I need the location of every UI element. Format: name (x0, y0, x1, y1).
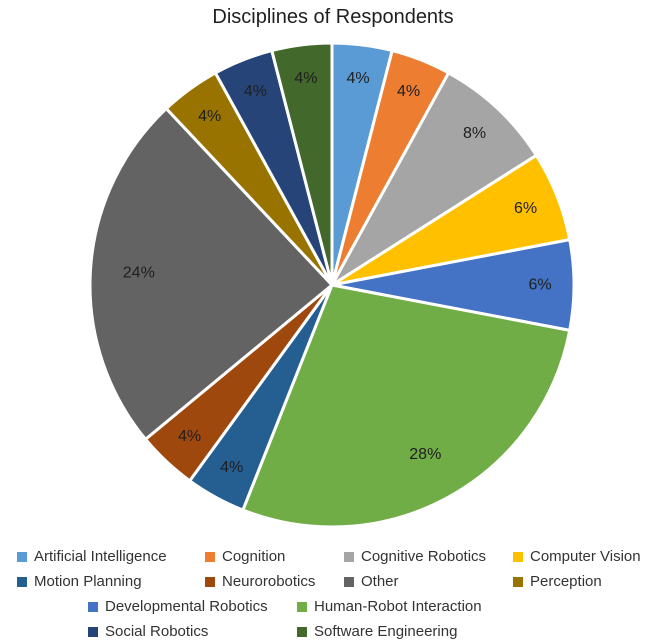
legend-label: Social Robotics (105, 623, 209, 640)
legend-swatch (344, 576, 354, 587)
data-label-software-engineering: 4% (294, 70, 317, 87)
legend-label: Other (361, 573, 399, 590)
legend-label: Developmental Robotics (105, 598, 268, 615)
legend-label: Motion Planning (34, 573, 142, 590)
legend-swatch (88, 626, 98, 637)
legend-label: Software Engineering (314, 623, 458, 640)
chart-title: Disciplines of Respondents (212, 6, 454, 28)
legend-row: Social Robotics Software Engineering (0, 619, 666, 644)
legend-swatch (513, 576, 523, 587)
legend-row: Artificial Intelligence Cognition Cognitiv… (0, 544, 666, 569)
legend: Artificial Intelligence Cognition Cognitiv… (0, 544, 666, 644)
legend-swatch (344, 551, 354, 562)
legend-item-cognitive-robotics: Cognitive Robotics (344, 548, 486, 565)
legend-label: Cognitive Robotics (361, 548, 487, 565)
data-label-motion-planning: 4% (220, 459, 243, 476)
legend-label: Perception (530, 573, 602, 590)
legend-label: Neurorobotics (222, 573, 316, 590)
legend-label: Computer Vision (530, 548, 641, 565)
data-label-other: 24% (123, 264, 155, 281)
pie-slice-cognitive-robotics (330, 71, 538, 287)
legend-item-artificial-intelligence: Artificial Intelligence (17, 548, 167, 565)
data-label-perception: 4% (198, 108, 221, 125)
legend-item-developmental-robotics: Developmental Robotics (88, 598, 268, 615)
pie-chart: 4% 4% 8% 6% 6% 28% 4% 4% 24% 4% 4% 4% (88, 41, 576, 529)
pie-slice-other (88, 107, 334, 441)
legend-item-cognition: Cognition (205, 548, 285, 565)
legend-item-social-robotics: Social Robotics (88, 623, 208, 640)
data-label-developmental-robotics: 6% (529, 277, 552, 294)
legend-label: Cognition (222, 548, 286, 565)
data-label-neurorobotics: 4% (178, 428, 201, 445)
data-label-social-robotics: 4% (244, 83, 267, 100)
data-label-artificial-intelligence: 4% (347, 70, 370, 87)
legend-item-motion-planning: Motion Planning (17, 573, 142, 590)
legend-label: Human-Robot Interaction (314, 598, 482, 615)
legend-swatch (17, 551, 27, 562)
legend-item-software-engineering: Software Engineering (297, 623, 457, 640)
legend-swatch (205, 576, 215, 587)
legend-item-human-robot-interaction: Human-Robot Interaction (297, 598, 482, 615)
legend-label: Artificial Intelligence (34, 548, 167, 565)
data-label-human-robot-interaction: 28% (409, 446, 441, 463)
legend-swatch (297, 601, 307, 612)
legend-item-other: Other (344, 573, 399, 590)
pie-slice-software-engineering (270, 41, 334, 287)
data-label-computer-vision: 6% (514, 200, 537, 217)
legend-item-perception: Perception (513, 573, 602, 590)
legend-row: Motion Planning Neurorobotics Other Percept… (0, 569, 666, 594)
legend-item-computer-vision: Computer Vision (513, 548, 641, 565)
legend-swatch (88, 601, 98, 612)
legend-swatch (205, 551, 215, 562)
legend-swatch (297, 626, 307, 637)
legend-item-neurorobotics: Neurorobotics (205, 573, 315, 590)
legend-row: Developmental Robotics Human-Robot Intera… (0, 594, 666, 619)
data-label-cognitive-robotics: 8% (463, 125, 486, 142)
pie-slice-human-robot-interaction (241, 283, 572, 529)
legend-swatch (513, 551, 523, 562)
legend-swatch (17, 576, 27, 587)
data-label-cognition: 4% (397, 83, 420, 100)
